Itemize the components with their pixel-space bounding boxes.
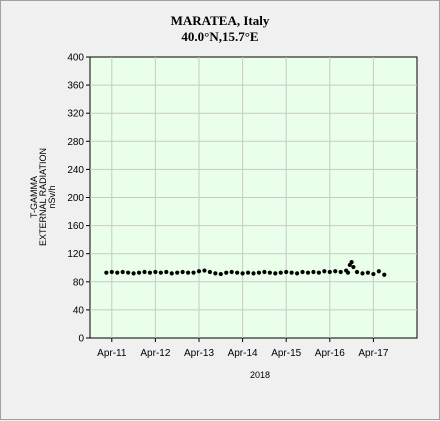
y-tick-label: 360: [67, 81, 84, 92]
x-tick-label: Apr-15: [271, 348, 301, 359]
data-point: [196, 269, 202, 274]
data-point: [345, 270, 351, 275]
data-point: [240, 271, 245, 276]
y-tick-label: 80: [73, 277, 85, 288]
x-tick-label: Apr-13: [184, 348, 214, 359]
y-axis: 0 40 80 120 160 200 240 280 320 360 400: [67, 53, 90, 345]
data-point: [213, 271, 218, 276]
data-point: [262, 269, 267, 275]
data-point: [289, 270, 294, 275]
data-point: [300, 269, 305, 275]
chart-subtitle: 40.0°N,15.7°E: [181, 29, 258, 44]
data-point: [131, 271, 136, 276]
data-point: [333, 269, 338, 274]
data-point: [360, 271, 365, 276]
data-point: [191, 270, 196, 275]
data-point: [235, 270, 240, 275]
data-point: [365, 270, 371, 275]
x-tick-label: Apr-16: [315, 348, 345, 359]
y-axis-label: T-GAMMA EXTERNAL RADIATION nSv/h: [29, 148, 57, 246]
data-point: [278, 270, 283, 275]
x-axis: Apr-11 Apr-12 Apr-13 Apr-14 Apr-15 Apr-16 Apr-…: [97, 338, 389, 359]
data-point: [327, 269, 332, 275]
y-axis-label-line-3: nSv/h: [47, 185, 57, 208]
y-tick-label: 400: [67, 53, 84, 64]
data-point: [316, 270, 321, 275]
data-point: [202, 268, 207, 273]
grid: [90, 57, 417, 338]
data-point: [120, 269, 125, 275]
data-point: [142, 269, 147, 275]
data-point: [147, 270, 153, 275]
x-tick-label: Apr-12: [140, 348, 170, 359]
data-point: [186, 270, 191, 275]
y-tick-label: 160: [67, 221, 84, 232]
data-point: [245, 270, 251, 275]
data-point: [322, 269, 327, 274]
data-point: [338, 269, 343, 275]
y-tick-label: 0: [78, 334, 84, 345]
data-point: [371, 271, 376, 277]
data-point: [256, 270, 262, 275]
x-axis-label: 2018: [250, 370, 270, 380]
data-series: [104, 260, 387, 277]
data-point: [136, 270, 142, 275]
data-point: [229, 269, 234, 275]
y-axis-label-line-2: EXTERNAL RADIATION: [38, 148, 48, 246]
data-point: [349, 260, 354, 265]
data-point: [251, 271, 256, 276]
y-tick-label: 280: [67, 137, 84, 148]
y-tick-label: 320: [67, 109, 84, 120]
data-point: [115, 270, 120, 275]
x-tick-label: Apr-14: [228, 348, 258, 359]
y-tick-label: 200: [67, 193, 84, 204]
data-point: [218, 271, 223, 277]
data-point: [207, 269, 212, 275]
data-point: [273, 271, 278, 276]
data-point: [153, 269, 158, 275]
data-point: [284, 269, 289, 275]
data-point: [164, 269, 169, 275]
data-point: [180, 269, 185, 275]
y-tick-label: 40: [73, 305, 85, 316]
x-tick-label: Apr-17: [358, 348, 388, 359]
data-point: [311, 269, 316, 275]
data-point: [109, 269, 114, 275]
data-point: [305, 270, 311, 275]
x-tick-label: Apr-11: [97, 348, 127, 359]
data-point: [295, 271, 300, 276]
data-point: [376, 269, 381, 274]
data-point: [175, 270, 180, 275]
y-tick-label: 120: [67, 249, 84, 260]
data-point: [351, 264, 356, 270]
data-point: [158, 270, 163, 275]
data-point: [224, 270, 229, 275]
data-point: [169, 271, 174, 276]
data-point: [104, 270, 109, 275]
y-tick-label: 240: [67, 165, 84, 176]
data-point: [126, 270, 131, 275]
chart-title: MARATEA, Italy: [171, 13, 270, 28]
data-point: [382, 272, 387, 277]
y-axis-label-line-1: T-GAMMA: [29, 176, 39, 218]
data-point: [267, 270, 272, 275]
data-point: [354, 269, 360, 275]
